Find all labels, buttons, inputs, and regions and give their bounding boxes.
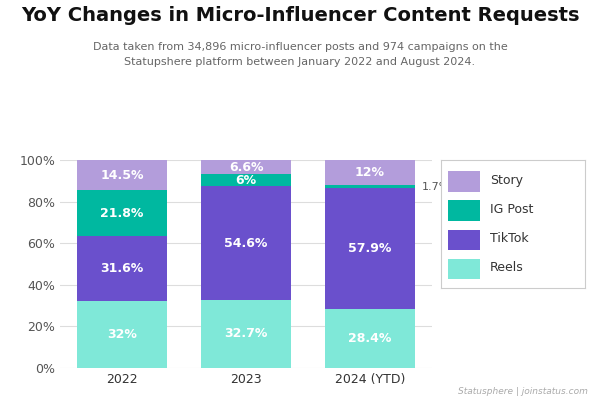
Text: Story: Story	[490, 174, 523, 187]
Bar	[448, 230, 480, 250]
Text: 6%: 6%	[235, 174, 257, 187]
Text: 57.9%: 57.9%	[349, 242, 392, 255]
Bar	[325, 160, 415, 185]
Text: 14.5%: 14.5%	[100, 169, 144, 182]
Bar	[448, 200, 480, 221]
Bar	[77, 302, 167, 368]
Bar	[325, 188, 415, 309]
Bar	[325, 309, 415, 368]
Bar	[448, 172, 480, 192]
Bar	[77, 160, 167, 190]
Bar	[202, 186, 290, 300]
Text: Reels: Reels	[490, 261, 524, 274]
Text: 1.7%: 1.7%	[422, 182, 451, 192]
Text: 28.4%: 28.4%	[349, 332, 392, 345]
Text: YoY Changes in Micro-Influencer Content Requests: YoY Changes in Micro-Influencer Content …	[21, 6, 579, 25]
Bar	[202, 300, 290, 368]
Text: TikTok: TikTok	[490, 232, 529, 245]
Text: Statusphere | joinstatus.com: Statusphere | joinstatus.com	[458, 387, 588, 396]
Bar	[202, 174, 290, 186]
Text: 21.8%: 21.8%	[100, 206, 143, 220]
Text: 32.7%: 32.7%	[224, 328, 268, 340]
Bar	[77, 236, 167, 302]
Text: 32%: 32%	[107, 328, 137, 341]
Text: Data taken from 34,896 micro-influencer posts and 974 campaigns on the
Statupshe: Data taken from 34,896 micro-influencer …	[92, 42, 508, 67]
Bar	[77, 190, 167, 236]
Text: IG Post: IG Post	[490, 203, 533, 216]
Text: 6.6%: 6.6%	[229, 160, 263, 174]
Text: 12%: 12%	[355, 166, 385, 179]
Bar	[448, 259, 480, 279]
Text: 54.6%: 54.6%	[224, 237, 268, 250]
Bar	[202, 160, 290, 174]
Bar	[325, 185, 415, 188]
Text: 31.6%: 31.6%	[100, 262, 143, 275]
